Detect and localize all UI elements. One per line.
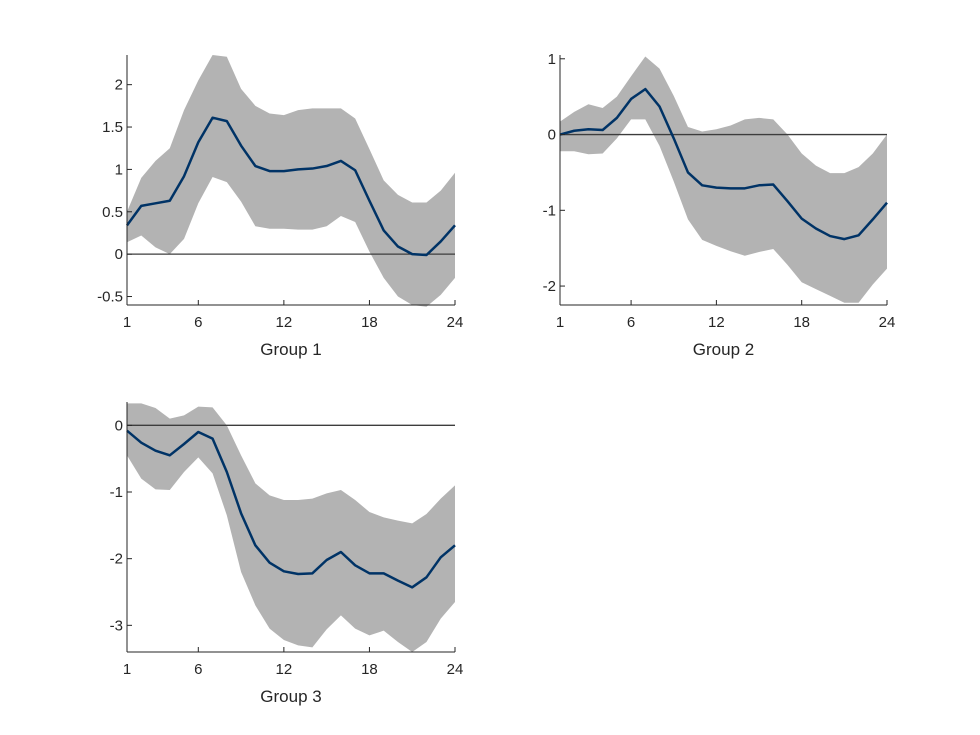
- g3-x-tick-label: 12: [276, 661, 293, 678]
- g1-confidence-band: [127, 55, 455, 307]
- g1-y-tick-label: 1.5: [102, 119, 123, 136]
- g3-y-tick-label: -2: [110, 551, 123, 568]
- g1-y-tick-label: 1: [115, 161, 123, 178]
- chart-group-2: -2 -1 0 1 1 6 12 18 24 Group 2: [543, 51, 896, 359]
- chart-group-1: -0.5 0 0.5 1 1.5 2 1 6 12 18 24 Group 1: [97, 55, 463, 359]
- g3-y-tick-label: 0: [115, 417, 123, 434]
- g1-x-tick-label: 6: [194, 314, 202, 331]
- g2-x-tick-label: 6: [627, 314, 635, 331]
- g3-x-axis-label: Group 3: [260, 687, 321, 706]
- g1-x-tick-label: 24: [447, 314, 464, 331]
- g3-x-tick-label: 6: [194, 661, 202, 678]
- g3-y-tick-label: -1: [110, 484, 123, 501]
- chart-group-3: -3 -2 -1 0 1 6 12 18 24 Group 3: [110, 402, 464, 706]
- g3-response-line: [126, 429, 456, 589]
- g3-x-tick-label: 18: [361, 661, 378, 678]
- g2-y-tick-label: 0: [548, 127, 556, 144]
- g2-x-tick-label: 24: [879, 314, 896, 331]
- g1-x-tick-label: 12: [276, 314, 293, 331]
- g1-x-tick-label: 18: [361, 314, 378, 331]
- g2-confidence-band: [560, 56, 887, 303]
- g2-x-tick-label: 18: [793, 314, 810, 331]
- g2-y-tick-label: -1: [543, 202, 556, 219]
- g2-y-tick-label: 1: [548, 51, 556, 68]
- g2-x-tick-label: 1: [556, 314, 564, 331]
- g2-response-line: [559, 87, 888, 241]
- g3-confidence-band: [127, 403, 455, 652]
- g2-x-tick-label: 12: [708, 314, 725, 331]
- g1-y-tick-label: 0.5: [102, 204, 123, 221]
- g1-response-line: [125, 116, 456, 257]
- g1-y-tick-label: 2: [115, 77, 123, 94]
- g3-y-tick-label: -3: [110, 617, 123, 634]
- g3-x-tick-label: 1: [123, 661, 131, 678]
- g1-x-axis-label: Group 1: [260, 340, 321, 359]
- g1-y-tick-label: -0.5: [97, 289, 123, 306]
- g2-x-axis-label: Group 2: [693, 340, 754, 359]
- g3-x-tick-label: 24: [447, 661, 464, 678]
- g1-x-tick-label: 1: [123, 314, 131, 331]
- g2-y-tick-label: -2: [543, 278, 556, 295]
- g1-y-tick-label: 0: [115, 246, 123, 263]
